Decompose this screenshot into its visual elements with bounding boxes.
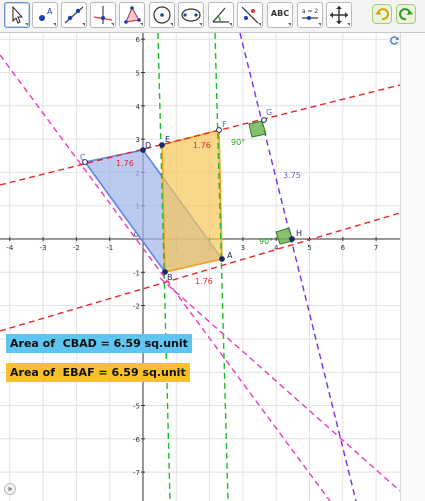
play-icon[interactable] — [4, 483, 16, 495]
y-tick-label: 4 — [136, 103, 141, 111]
side-panel — [400, 33, 425, 501]
svg-text:A: A — [47, 7, 53, 16]
slider-icon: a = 2 — [302, 8, 319, 20]
x-tick-label: -2 — [73, 244, 80, 252]
point-label-c: C — [80, 153, 86, 162]
y-tick-label: -7 — [133, 469, 140, 477]
length-ef-label: 1.76 — [193, 141, 211, 150]
line-tool-button[interactable] — [61, 2, 87, 28]
point-f — [216, 127, 222, 133]
y-tick-label: 6 — [136, 36, 141, 44]
point-label-d: D — [145, 141, 151, 150]
y-tick-label: -1 — [133, 269, 140, 277]
grid — [0, 33, 400, 501]
point-e — [159, 142, 165, 148]
green-line-right — [214, 33, 229, 501]
purple-line-gh — [239, 33, 357, 501]
point-d — [140, 147, 146, 153]
axes — [0, 33, 400, 501]
y-tick-label: -5 — [133, 403, 140, 411]
point-b — [162, 269, 168, 275]
redo-icon — [399, 8, 413, 21]
x-tick-label: -4 — [6, 244, 14, 252]
ellipse-icon — [181, 8, 201, 22]
toolbar: A ABC a = 2 — [0, 0, 425, 33]
move-graphics-view-tool-button[interactable] — [326, 2, 352, 28]
undo-icon — [375, 8, 389, 21]
ellipse-tool-button[interactable] — [178, 2, 204, 28]
x-tick-label: -3 — [40, 244, 47, 252]
y-tick-label: -2 — [133, 303, 140, 311]
measurement-labels: 1.76 1.76 1.76 3.75 90° 90° — [116, 138, 301, 286]
line-icon — [64, 6, 84, 24]
redo-button[interactable] — [396, 4, 416, 24]
point-icon: A — [39, 7, 53, 21]
undo-button[interactable] — [372, 4, 392, 24]
x-tick-label: 6 — [341, 244, 346, 252]
polygon-icon — [124, 6, 141, 24]
graphics-view[interactable]: -4-3-2-11234567654321-1-2-3-4-5-6-70 ABC… — [0, 33, 400, 501]
x-tick-label: 3 — [241, 244, 245, 252]
cursor-arrow-icon — [12, 5, 24, 24]
angle-icon — [212, 7, 229, 23]
point-a — [219, 256, 225, 262]
coordinate-plane[interactable]: -4-3-2-11234567654321-1-2-3-4-5-6-70 ABC… — [0, 33, 400, 501]
area-cbad-label: Area of CBAD = 6.59 sq.unit — [6, 334, 192, 353]
move-tool-button[interactable] — [4, 2, 30, 28]
angle-marker-g — [248, 120, 267, 138]
y-tick-label: 5 — [136, 70, 140, 78]
origin-label: 0 — [134, 231, 138, 239]
construction-lines — [0, 33, 400, 501]
slider-tool-button[interactable]: a = 2 — [297, 2, 323, 28]
text-tool-button[interactable]: ABC — [267, 2, 293, 28]
point-label-f: F — [222, 120, 227, 129]
refresh-icon[interactable] — [389, 35, 400, 46]
angle-g-label: 90° — [231, 138, 245, 147]
perpendicular-line-tool-button[interactable] — [90, 2, 116, 28]
text-icon: ABC — [270, 9, 290, 18]
point-tool-button[interactable]: A — [32, 2, 58, 28]
y-tick-label: 3 — [136, 136, 140, 144]
point-label-b: B — [167, 273, 173, 282]
perpendicular-icon — [93, 6, 113, 24]
point-label-e: E — [165, 135, 170, 144]
point-labels: A B C D E F G H — [80, 108, 302, 282]
magenta-line-upper — [0, 54, 331, 501]
length-cd-label: 1.76 — [116, 159, 134, 168]
green-line-left — [157, 33, 171, 501]
area-ebaf-label: Area of EBAF = 6.59 sq.unit — [6, 363, 190, 382]
angle-h-label: 90° — [259, 237, 273, 246]
x-tick-label: -1 — [106, 244, 113, 252]
rectangle-ebaf — [161, 128, 223, 273]
x-tick-label: 7 — [374, 244, 378, 252]
point-c — [82, 159, 88, 165]
y-tick-label: -6 — [133, 436, 141, 444]
circle-tool-button[interactable] — [149, 2, 175, 28]
points — [82, 117, 295, 275]
point-h — [289, 236, 295, 242]
angle-marker-h — [275, 227, 294, 245]
reflect-icon — [241, 6, 259, 24]
x-tick-label: 5 — [307, 244, 311, 252]
move-view-icon — [330, 6, 348, 24]
length-gh-label: 3.75 — [283, 171, 301, 180]
point-label-h: H — [296, 229, 302, 238]
angle-tool-button[interactable] — [208, 2, 234, 28]
magenta-line-lower — [159, 277, 400, 492]
polygon-tool-button[interactable] — [119, 2, 145, 28]
x-tick-label: 4 — [274, 244, 279, 252]
red-line-upper — [0, 84, 400, 186]
point-label-a: A — [227, 251, 233, 260]
reflect-tool-button[interactable] — [237, 2, 263, 28]
point-g — [261, 117, 267, 123]
svg-text:a = 2: a = 2 — [302, 8, 319, 15]
length-ab-label: 1.76 — [195, 277, 213, 286]
circle-icon — [153, 6, 171, 24]
point-label-g: G — [266, 108, 272, 117]
